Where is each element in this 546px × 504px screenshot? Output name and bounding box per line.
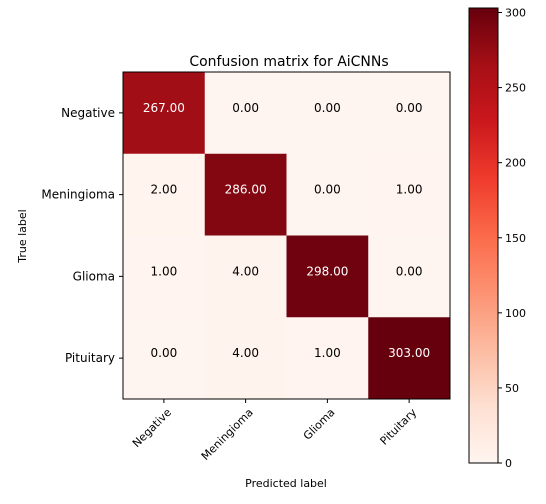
cell-value-label: 286.00 — [225, 183, 267, 197]
heatmap-cell — [368, 317, 451, 400]
heatmap-cell — [286, 317, 369, 400]
chart-title: Confusion matrix for AiCNNs — [189, 54, 388, 70]
plot-frame — [122, 71, 451, 400]
cell-value-label: 0.00 — [314, 101, 341, 115]
heatmap-cell — [204, 72, 287, 155]
heatmap-cell — [123, 235, 206, 318]
heatmap-cell — [123, 317, 206, 400]
x-axis-label: Predicted label — [245, 477, 327, 490]
y-axis-ticks: Negative Meningioma Glioma Pituitary — [41, 106, 123, 365]
cell-value-label: 0.00 — [232, 101, 259, 115]
x-tick-label: Glioma — [301, 406, 338, 443]
colorbar — [468, 7, 499, 464]
cell-value-label: 267.00 — [143, 101, 185, 115]
x-axis-ticks: Negative Meningioma Glioma Pituitary — [130, 399, 420, 463]
heatmap-cell — [204, 317, 287, 400]
colorbar-tick-label: 100 — [505, 307, 526, 320]
heatmap-cell — [204, 235, 287, 318]
y-tick-label: Pituitary — [65, 351, 115, 365]
heatmap-cell — [368, 235, 451, 318]
cell-value-label: 4.00 — [232, 264, 259, 278]
cell-value-label: 0.00 — [396, 264, 423, 278]
x-tick-label: Negative — [130, 406, 174, 450]
y-tick-label: Meningioma — [41, 188, 115, 202]
cell-value-label: 1.00 — [396, 183, 423, 197]
heatmap-cell — [123, 153, 206, 236]
colorbar-tick-label: 250 — [505, 82, 526, 95]
colorbar-tick-label: 50 — [505, 382, 519, 395]
cell-value-label: 303.00 — [388, 346, 430, 360]
cell-value-label: 0.00 — [151, 346, 178, 360]
cell-value-label: 1.00 — [314, 346, 341, 360]
cell-value-label: 0.00 — [396, 101, 423, 115]
heatmap-cell — [123, 72, 206, 155]
colorbar-tick-label: 300 — [505, 7, 526, 20]
colorbar-tick-label: 0 — [505, 457, 512, 470]
colorbar-ticks: 0 50 100 150 200 250 300 — [498, 7, 526, 470]
heatmap-cell — [368, 153, 451, 236]
heatmap-cell — [286, 72, 369, 155]
heatmap-cells: 267.00 0.00 0.00 0.00 2.00 286.00 0.00 1.00 1.00… — [123, 72, 451, 400]
heatmap-cell — [286, 153, 369, 236]
colorbar-tick-label: 200 — [505, 157, 526, 170]
x-tick-label: Meningioma — [199, 406, 256, 463]
cell-value-label: 298.00 — [306, 264, 348, 278]
cell-value-label: 2.00 — [151, 183, 178, 197]
cell-value-label: 4.00 — [232, 346, 259, 360]
heatmap-cell — [204, 153, 287, 236]
y-tick-label: Negative — [61, 106, 115, 120]
x-tick-label: Pituitary — [378, 406, 420, 448]
y-tick-label: Glioma — [73, 269, 115, 283]
cell-value-label: 1.00 — [151, 264, 178, 278]
heatmap-cell — [286, 235, 369, 318]
heatmap-cell — [368, 72, 451, 155]
cell-value-label: 0.00 — [314, 183, 341, 197]
y-axis-label: True label — [16, 209, 29, 263]
colorbar-tick-label: 150 — [505, 232, 526, 245]
